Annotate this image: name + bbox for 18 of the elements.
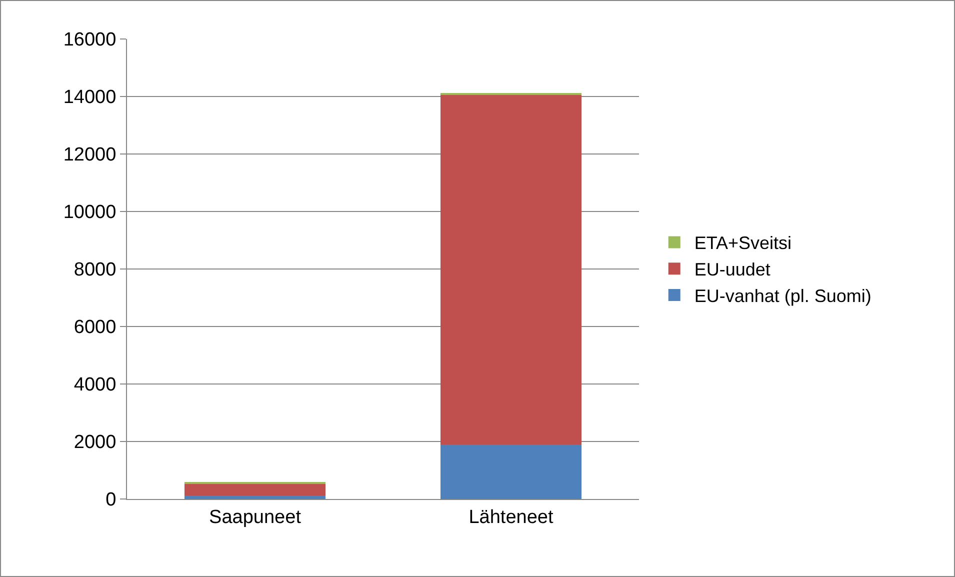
bar: [184, 496, 326, 499]
y-tick-label: 16000: [63, 30, 116, 51]
bar: [440, 95, 582, 444]
legend-label: ETA+Sveitsi: [694, 233, 792, 254]
y-tick-label: 14000: [63, 87, 116, 108]
bar: [440, 444, 582, 499]
y-tick-label: 12000: [63, 144, 116, 166]
x-tick-label: Lähteneet: [468, 506, 554, 528]
y-tick-label: 4000: [74, 374, 116, 396]
legend-label: EU-uudet: [694, 260, 770, 280]
x-tick-label: Saapuneet: [209, 506, 302, 528]
legend-label: EU-vanhat (pl. Suomi): [694, 286, 872, 306]
y-tick-label: 8000: [74, 260, 116, 281]
y-tick-label: 6000: [74, 317, 116, 338]
bar: [184, 484, 326, 496]
y-tick-label: 2000: [74, 432, 116, 454]
y-tick-label: 10000: [63, 202, 116, 224]
y-tick-label: 0: [106, 490, 116, 511]
